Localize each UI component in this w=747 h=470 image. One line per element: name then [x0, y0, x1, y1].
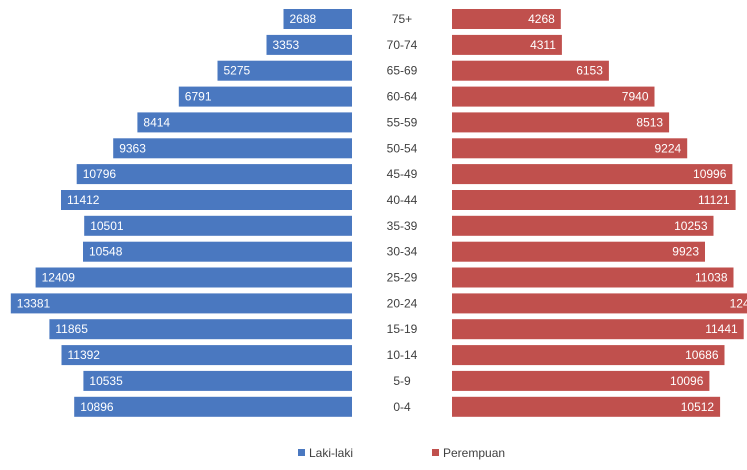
value-label-laki-laki-5-9: 10535: [89, 374, 123, 388]
value-label-laki-laki-20-24: 13381: [17, 296, 51, 310]
value-label-perempuan-0-4: 10512: [681, 400, 715, 414]
age-label-70-74: 70-74: [387, 38, 418, 52]
bar-perempuan-55-59: [452, 112, 670, 133]
bar-perempuan-15-19: [452, 319, 744, 340]
bars-group: 2688 4268 3353 4311 5275 6153 6791 7940 8414 8513…: [10, 9, 747, 417]
bar-laki-laki-50-54: [113, 138, 352, 159]
bar-laki-laki-5-9: [83, 370, 353, 391]
value-label-perempuan-40-44: 11121: [698, 193, 730, 207]
value-label-laki-laki-15-19: 11865: [55, 322, 88, 336]
legend-swatch-perempuan: [432, 449, 439, 456]
age-label-25-29: 25-29: [387, 271, 418, 285]
bar-perempuan-0-4: [452, 396, 721, 417]
value-label-laki-laki-60-64: 6791: [185, 90, 212, 104]
value-label-laki-laki-40-44: 11412: [67, 193, 100, 207]
age-label-50-54: 50-54: [387, 141, 418, 155]
age-label-20-24: 20-24: [387, 296, 418, 310]
bar-perempuan-65-69: [452, 60, 609, 81]
age-labels-group: 75+ 70-74 65-69 60-64 55-59 50-54 45-49 40-44 35…: [387, 12, 418, 414]
age-label-75plus: 75+: [392, 12, 412, 26]
value-label-laki-laki-70-74: 3353: [273, 38, 300, 52]
value-label-perempuan-70-74: 4311: [530, 38, 556, 52]
age-label-5-9: 5-9: [393, 374, 411, 388]
value-label-perempuan-15-19: 11441: [705, 322, 738, 336]
bar-perempuan-25-29: [452, 267, 734, 288]
value-label-laki-laki-75plus: 2688: [290, 12, 317, 26]
value-label-laki-laki-55-59: 8414: [143, 115, 170, 129]
bar-perempuan-75plus: [452, 9, 561, 29]
value-label-laki-laki-30-34: 10548: [89, 245, 123, 259]
bar-perempuan-45-49: [452, 164, 733, 185]
value-label-perempuan-65-69: 6153: [576, 64, 603, 78]
age-label-55-59: 55-59: [387, 115, 418, 129]
bar-laki-laki-55-59: [137, 112, 352, 133]
value-label-laki-laki-45-49: 10796: [83, 167, 117, 181]
bar-laki-laki-10-14: [61, 345, 352, 366]
value-label-perempuan-45-49: 10996: [693, 167, 727, 181]
age-label-65-69: 65-69: [387, 64, 418, 78]
bar-laki-laki-25-29: [35, 267, 352, 288]
value-label-perempuan-10-14: 10686: [685, 348, 719, 362]
value-label-perempuan-30-34: 9923: [672, 245, 699, 259]
age-label-0-4: 0-4: [393, 400, 411, 414]
bar-perempuan-35-39: [452, 215, 714, 236]
legend-swatch-laki-laki: [298, 449, 305, 456]
bar-laki-laki-15-19: [49, 319, 353, 340]
bar-laki-laki-30-34: [83, 241, 352, 262]
bar-laki-laki-45-49: [76, 164, 352, 185]
bar-perempuan-30-34: [452, 241, 705, 262]
bar-laki-laki-0-4: [74, 396, 352, 417]
bar-laki-laki-60-64: [178, 86, 352, 107]
bar-laki-laki-65-69: [217, 60, 352, 81]
bar-perempuan-60-64: [452, 86, 655, 107]
legend-label-perempuan: Perempuan: [443, 446, 505, 460]
bar-perempuan-50-54: [452, 138, 688, 159]
value-label-laki-laki-65-69: 5275: [224, 64, 251, 78]
value-label-laki-laki-0-4: 10896: [80, 400, 114, 414]
age-label-40-44: 40-44: [387, 193, 418, 207]
bar-perempuan-5-9: [452, 370, 710, 391]
bar-laki-laki-70-74: [266, 34, 352, 55]
age-label-10-14: 10-14: [387, 348, 418, 362]
value-label-laki-laki-35-39: 10501: [90, 219, 124, 233]
bar-perempuan-40-44: [452, 190, 736, 210]
age-label-35-39: 35-39: [387, 219, 418, 233]
value-label-perempuan-35-39: 10253: [674, 219, 708, 233]
legend: Laki-laki Perempuan: [298, 446, 505, 460]
legend-label-laki-laki: Laki-laki: [309, 446, 353, 460]
age-label-45-49: 45-49: [387, 167, 418, 181]
value-label-perempuan-75plus: 4268: [528, 12, 555, 26]
bar-perempuan-70-74: [452, 34, 562, 55]
value-label-perempuan-50-54: 9224: [654, 141, 681, 155]
value-label-perempuan-60-64: 7940: [622, 90, 649, 104]
bar-laki-laki-40-44: [61, 190, 352, 210]
value-label-laki-laki-50-54: 9363: [119, 141, 146, 155]
bar-laki-laki-75plus: [283, 9, 352, 29]
bar-laki-laki-20-24: [10, 293, 353, 314]
value-label-laki-laki-10-14: 11392: [68, 348, 101, 362]
age-label-30-34: 30-34: [387, 245, 418, 259]
bar-perempuan-10-14: [452, 345, 725, 366]
value-label-perempuan-25-29: 11038: [695, 271, 728, 285]
value-label-laki-laki-25-29: 12409: [42, 271, 76, 285]
bar-laki-laki-35-39: [84, 215, 352, 236]
value-label-perempuan-55-59: 8513: [636, 115, 663, 129]
age-label-60-64: 60-64: [387, 90, 418, 104]
bar-perempuan-20-24: [452, 293, 747, 314]
age-label-15-19: 15-19: [387, 322, 418, 336]
value-label-perempuan-20-24: 12430: [730, 296, 747, 310]
value-label-perempuan-5-9: 10096: [670, 374, 704, 388]
